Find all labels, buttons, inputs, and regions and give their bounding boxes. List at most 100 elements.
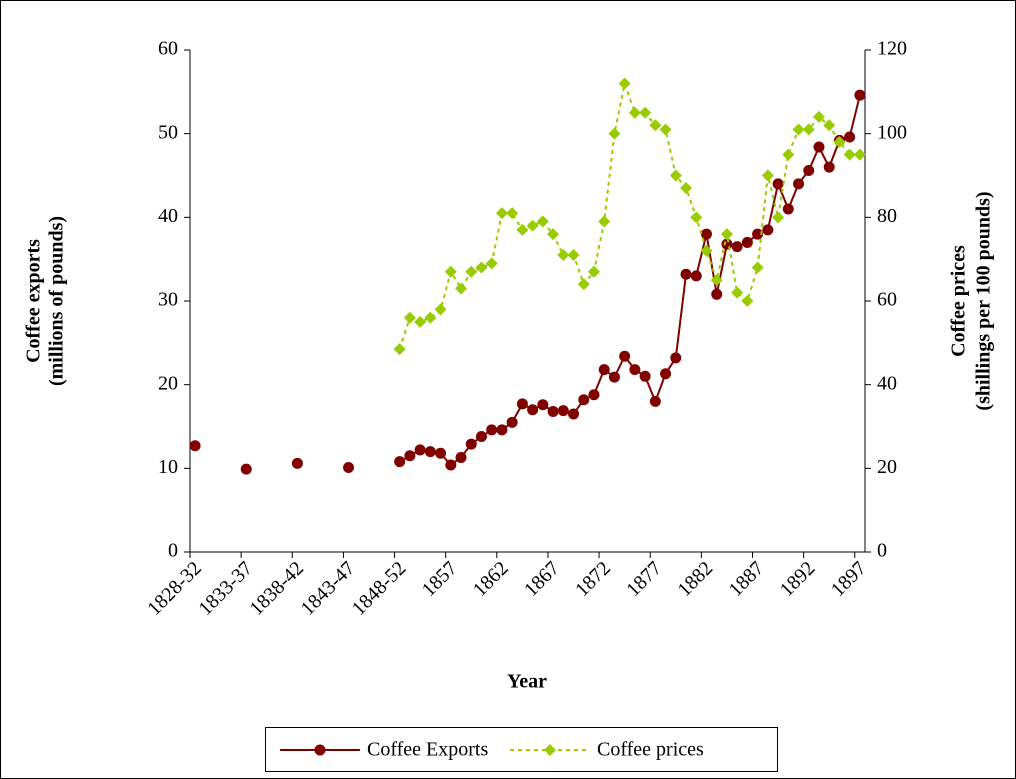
data-point [649,395,661,407]
data-point [690,270,702,282]
data-point [752,228,764,240]
data-point [721,238,733,250]
data-point [496,424,508,436]
data-point [393,343,406,356]
data-point [731,241,743,253]
data-point [240,463,252,475]
data-point [455,282,468,295]
data-point [526,219,539,232]
data-point [424,446,436,458]
data-point [854,89,866,101]
data-point [833,136,846,149]
data-point [669,169,682,182]
data-point [403,311,416,324]
data-point [608,371,620,383]
data-point [486,424,498,436]
data-point [598,364,610,376]
data-point [711,288,723,300]
data-point [639,370,651,382]
data-point [731,286,744,299]
data-point [772,178,784,190]
data-point [649,119,662,132]
data-point [465,265,478,278]
data-point [639,106,652,119]
series-line [399,94,861,467]
data-point [444,265,457,278]
data-point [823,161,835,173]
data-point [782,203,794,215]
data-point [189,440,201,452]
data-point [803,164,815,176]
data-point [598,215,611,228]
data-point [690,211,703,224]
data-point [435,447,447,459]
data-point [506,207,519,220]
y2-axis-title: Coffee prices [948,245,970,357]
y2-tick-label: 40 [877,372,897,394]
data-point [537,399,549,411]
y2-tick-label: 80 [877,205,897,227]
x-axis-title: Year [507,671,547,693]
data-point [536,215,549,228]
data-point [772,211,785,224]
data-point [547,228,560,241]
data-point [762,224,774,236]
data-point [741,295,754,307]
data-point [853,148,866,161]
data-point [761,169,774,182]
data-point [578,394,590,406]
data-point [394,456,406,468]
data-point [516,398,528,410]
series-line [398,79,860,350]
data-point [495,207,508,220]
y-tick-label: 60 [158,38,178,60]
data-point [506,416,518,428]
data-point [414,444,426,456]
data-point [680,268,692,280]
y2-tick-label: 100 [877,121,907,143]
data-point [741,236,753,248]
y-tick-label: 10 [158,456,178,478]
data-point [588,389,600,401]
data-point [720,228,733,241]
data-point [587,265,600,278]
data-point [475,431,487,443]
data-point [751,261,764,274]
data-point [812,110,825,123]
data-point [577,278,590,291]
data-point [700,228,712,240]
data-point [475,261,488,274]
data-point [424,311,437,324]
data-point [844,131,856,143]
data-point [547,405,559,417]
y2-tick-label: 0 [877,540,887,562]
data-point [793,178,805,190]
y-tick-label: 40 [158,205,178,227]
legend-marker [314,744,326,756]
data-point [465,438,477,450]
data-point [568,408,580,420]
data-point [843,148,856,161]
y2-tick-label: 60 [877,289,897,311]
data-point [455,451,467,463]
data-point [660,368,672,380]
data-point [710,274,723,287]
data-point [445,459,457,471]
data-point [527,404,539,416]
legend-marker [544,744,556,756]
y-tick-label: 30 [158,289,178,311]
data-point [629,364,641,376]
data-point [782,148,795,161]
data-point [485,257,498,270]
data-point [291,457,303,469]
data-point [414,315,427,328]
y-axis-title: (millions of pounds) [46,216,68,386]
y2-tick-label: 20 [877,456,897,478]
data-point [628,106,641,119]
data-point [618,77,631,90]
legend-label: Coffee prices [597,739,704,761]
data-point [557,248,570,261]
data-point [680,182,693,195]
